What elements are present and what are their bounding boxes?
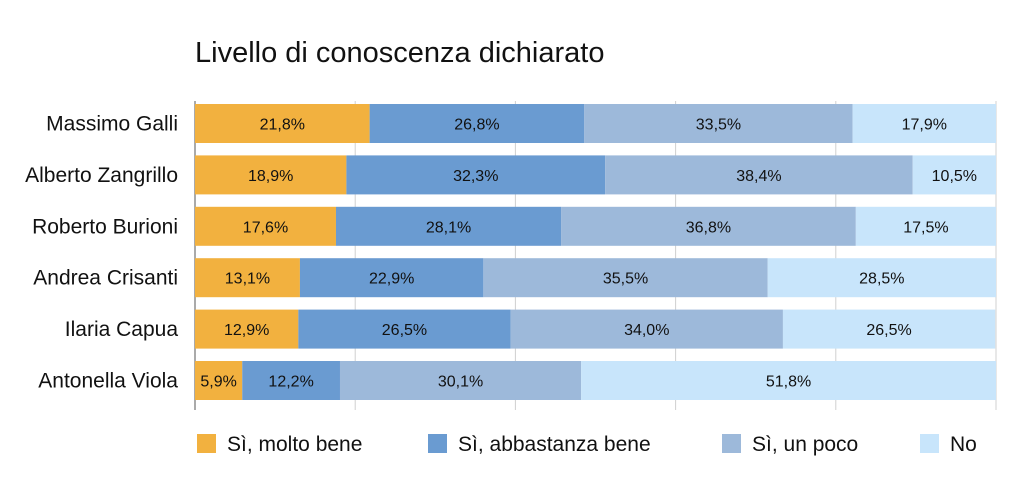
bar-segment-si-un-poco	[339, 361, 582, 400]
legend-item-si-un-poco: Sì, un poco	[722, 433, 858, 456]
bar-row-roberto-burioni: 17,6% 28,1% 36,8% 17,5%	[195, 206, 996, 246]
bar-segment-si-un-poco	[584, 104, 853, 143]
bar-segment-si-un-poco	[483, 258, 768, 298]
data-label: 28,5%	[859, 271, 904, 288]
legend-label: Sì, un poco	[752, 433, 858, 456]
bars: 21,8% 26,8% 33,5% 17,9% 18,9% 32,3% 38,4% 10,5%…	[195, 104, 996, 400]
legend-item-no: No	[920, 433, 977, 456]
bar-segment-no	[912, 155, 996, 195]
bar-segment-si-molto-bene	[195, 309, 299, 349]
data-label: 51,8%	[766, 374, 811, 391]
data-label: 36,8%	[686, 219, 731, 236]
data-label: 35,5%	[603, 271, 648, 288]
legend-swatch	[428, 434, 447, 453]
data-label: 33,5%	[696, 117, 741, 134]
bar-row-ilaria-capua: 12,9% 26,5% 34,0% 26,5%	[195, 309, 996, 349]
bar-segment-si-abbastanza-bene	[242, 361, 340, 400]
chart-title: Livello di conoscenza dichiarato	[195, 37, 604, 69]
data-label: 30,1%	[438, 374, 483, 391]
bar-segment-no	[855, 206, 996, 246]
category-label: Antonella Viola	[38, 370, 178, 393]
bar-segment-si-abbastanza-bene	[346, 155, 606, 195]
bar-segment-si-molto-bene	[195, 155, 347, 195]
data-label: 13,1%	[225, 271, 270, 288]
data-label: 17,5%	[903, 219, 948, 236]
bar-row-antonella-viola: 5,9% 12,2% 30,1% 51,8%	[195, 361, 996, 400]
category-label: Massimo Galli	[46, 113, 178, 136]
bar-segment-si-un-poco	[561, 206, 856, 246]
category-label: Alberto Zangrillo	[25, 164, 178, 187]
bar-segment-no	[767, 258, 996, 298]
data-label: 12,9%	[224, 322, 269, 339]
category-label: Roberto Burioni	[32, 215, 178, 238]
data-label: 18,9%	[248, 168, 293, 185]
bar-row-alberto-zangrillo: 18,9% 32,3% 38,4% 10,5%	[195, 155, 996, 195]
bar-segment-si-molto-bene	[195, 206, 336, 246]
data-label: 26,5%	[382, 322, 427, 339]
legend-item-si-abbastanza-bene: Sì, abbastanza bene	[428, 433, 651, 456]
bar-segment-si-abbastanza-bene	[335, 206, 562, 246]
category-label: Andrea Crisanti	[33, 267, 178, 290]
legend-swatch	[722, 434, 741, 453]
bar-segment-no	[852, 104, 996, 143]
bar-segment-si-un-poco	[605, 155, 913, 195]
bar-segment-si-abbastanza-bene	[299, 258, 484, 298]
legend: Sì, molto bene Sì, abbastanza bene Sì, un …	[197, 433, 977, 456]
data-label: 10,5%	[932, 168, 977, 185]
legend-swatch	[197, 434, 216, 453]
legend-swatch	[920, 434, 939, 453]
legend-item-si-molto-bene: Sì, molto bene	[197, 433, 362, 456]
data-label: 38,4%	[736, 168, 781, 185]
data-label: 26,5%	[866, 322, 911, 339]
bar-segment-si-un-poco	[510, 309, 783, 349]
bar-segment-si-molto-bene	[195, 258, 300, 298]
data-label: 17,9%	[902, 117, 947, 134]
category-label: Ilaria Capua	[65, 318, 179, 341]
bar-segment-si-abbastanza-bene	[369, 104, 585, 143]
bar-segment-si-abbastanza-bene	[298, 309, 511, 349]
legend-label: No	[950, 433, 977, 456]
category-labels: Massimo Galli Alberto Zangrillo Roberto Bu…	[25, 113, 178, 393]
data-label: 22,9%	[369, 271, 414, 288]
data-label: 26,8%	[454, 117, 499, 134]
data-label: 21,8%	[260, 117, 305, 134]
grid	[194, 101, 997, 410]
bar-segment-no	[581, 361, 996, 400]
legend-label: Sì, abbastanza bene	[458, 433, 651, 456]
data-label: 5,9%	[200, 374, 236, 391]
data-label: 17,6%	[243, 219, 288, 236]
bar-row-massimo-galli: 21,8% 26,8% 33,5% 17,9%	[195, 104, 996, 143]
data-label: 12,2%	[268, 374, 313, 391]
data-label: 32,3%	[453, 168, 498, 185]
bar-segment-no	[782, 309, 996, 349]
bar-segment-si-molto-bene	[195, 104, 370, 143]
data-label: 28,1%	[426, 219, 471, 236]
bar-row-andrea-crisanti: 13,1% 22,9% 35,5% 28,5%	[195, 258, 996, 298]
bar-segment-si-molto-bene	[195, 361, 243, 400]
data-label: 34,0%	[624, 322, 669, 339]
legend-label: Sì, molto bene	[227, 433, 362, 456]
